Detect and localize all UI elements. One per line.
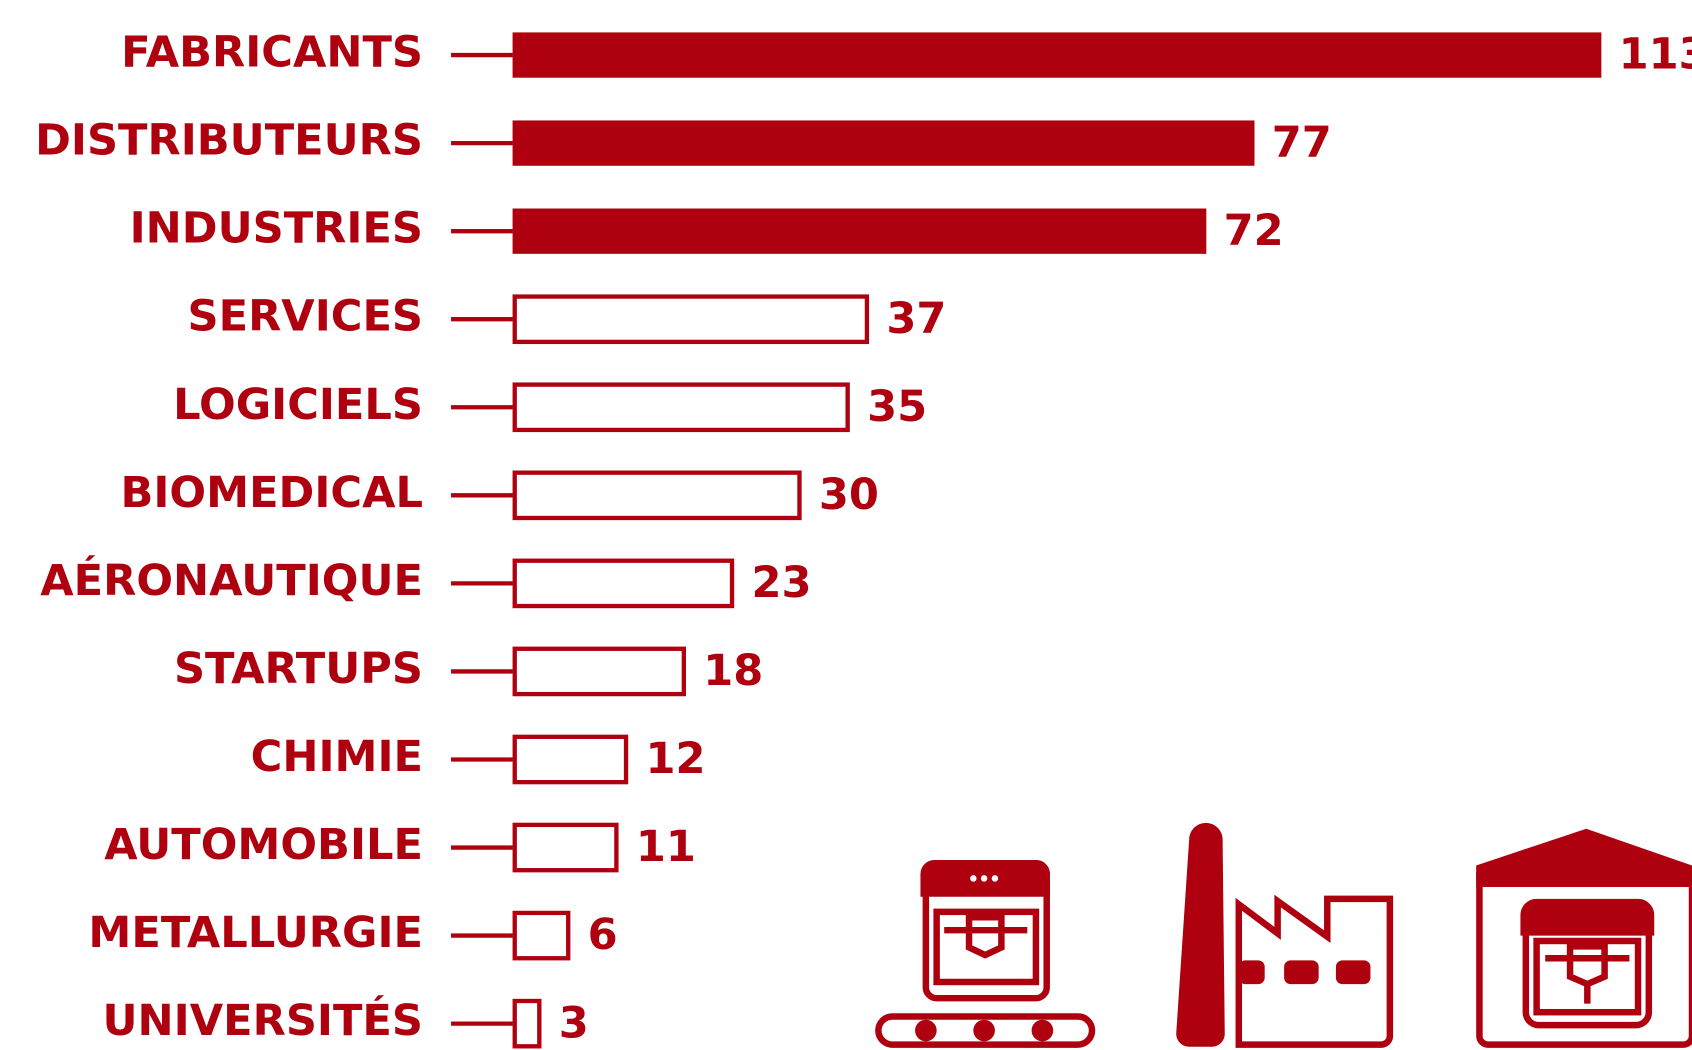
category-label: INDUSTRIES	[130, 204, 423, 254]
bar	[512, 646, 686, 697]
category-label: DISTRIBUTEURS	[35, 116, 423, 166]
value-label: 23	[751, 558, 811, 608]
category-label: SERVICES	[188, 292, 423, 342]
value-label: 77	[1272, 118, 1332, 168]
category-label: STARTUPS	[174, 644, 423, 694]
value-label: 35	[867, 382, 927, 432]
value-label: 3	[559, 998, 589, 1048]
value-label: 72	[1224, 206, 1284, 256]
value-label: 30	[819, 470, 879, 520]
bar	[512, 734, 629, 785]
bar	[512, 32, 1602, 78]
bar	[512, 120, 1255, 166]
category-label: AÉRONAUTIQUE	[40, 555, 423, 606]
bar	[512, 208, 1207, 254]
value-label: 6	[588, 910, 618, 960]
bar	[512, 470, 802, 521]
bar	[512, 382, 850, 433]
category-label: CHIMIE	[251, 732, 423, 782]
value-label: 11	[636, 822, 696, 872]
category-label: UNIVERSITÉS	[103, 995, 423, 1046]
value-label: 12	[645, 734, 705, 784]
value-label: 113	[1619, 30, 1692, 80]
value-label: 37	[886, 294, 946, 344]
bar	[512, 558, 735, 609]
bar	[512, 998, 542, 1049]
category-label: BIOMEDICAL	[120, 468, 423, 518]
value-label: 18	[703, 646, 763, 696]
bar	[512, 294, 870, 345]
category-label: FABRICANTS	[121, 28, 423, 78]
bar	[512, 822, 619, 873]
category-label: LOGICIELS	[173, 380, 423, 430]
category-label: AUTOMOBILE	[104, 820, 423, 870]
category-label: METALLURGIE	[88, 908, 423, 958]
bar	[512, 910, 571, 961]
icons	[875, 822, 1692, 1048]
